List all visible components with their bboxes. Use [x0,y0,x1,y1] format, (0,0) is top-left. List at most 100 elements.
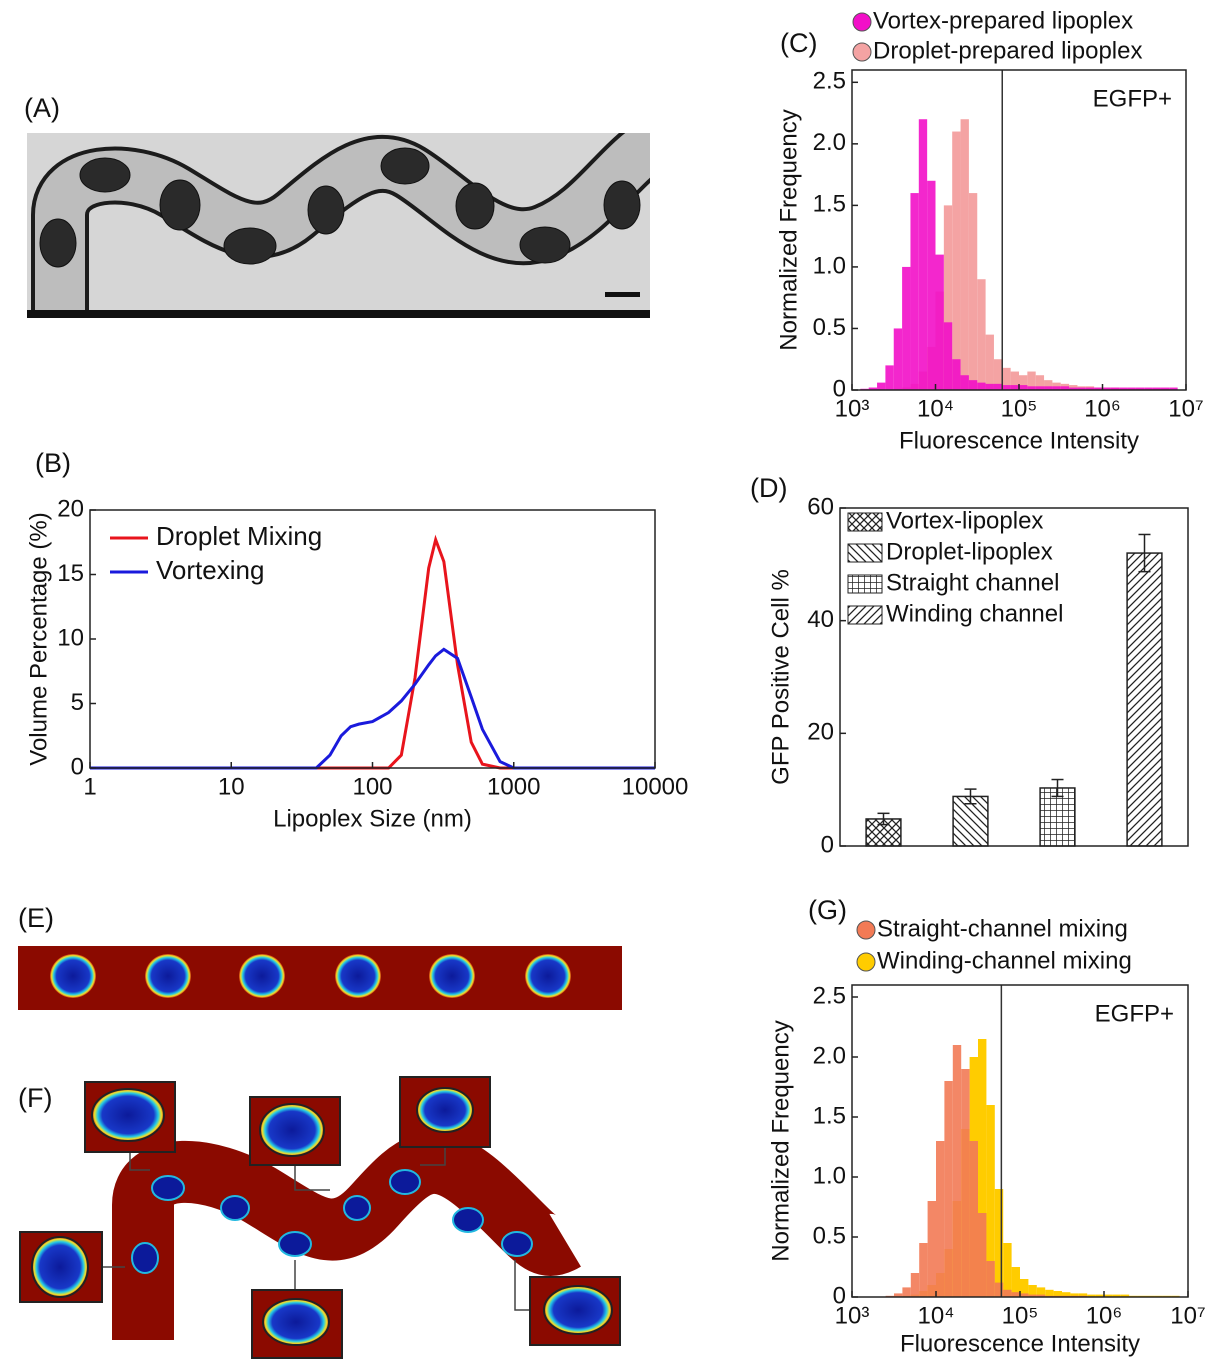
histogram-bar [1085,387,1095,390]
bar [1039,787,1076,847]
histogram-bar [994,1189,1004,1297]
x-axis-title: Lipoplex Size (nm) [273,805,472,832]
legend-swatch [856,920,876,940]
histogram-bar [1160,387,1170,390]
histogram-bar [1169,387,1178,390]
histogram-bar [1135,387,1145,390]
histogram-bar [1020,1293,1029,1297]
panel-label: (E) [18,903,54,933]
y-tick-label: 2.0 [813,129,846,156]
simulation-straight [18,946,622,1010]
histogram-bar [960,119,969,390]
histogram-bar [977,382,986,390]
x-tick-label: 10⁴ [917,395,954,422]
histogram-bar [1144,387,1153,390]
y-tick-label: 1.0 [813,1162,846,1189]
histogram-bar [977,279,986,390]
y-tick-label: 10 [57,624,84,651]
histogram-bar [993,383,1003,390]
x-axis-title: Fluorescence Intensity [899,427,1139,454]
y-tick-label: 5 [71,689,84,716]
histogram-bar [961,1069,970,1297]
histogram-bar [1003,1289,1012,1297]
legend-swatch [847,512,883,532]
histogram-bar [968,380,978,390]
histogram-bar [1104,1294,1113,1297]
histogram-bar [993,359,1003,390]
y-tick-label: 2.0 [813,1042,846,1069]
x-tick-label: 1000 [487,773,540,800]
legend-label: Droplet-prepared lipoplex [873,37,1142,64]
histogram-bar [952,1045,962,1297]
panel-label: (F) [18,1083,52,1113]
histogram-bar [910,193,919,390]
y-tick-label: 0 [833,375,846,402]
panel-label: (B) [35,448,71,478]
histogram-bar [1152,387,1161,390]
x-tick-label: 10⁶ [1086,1302,1123,1329]
y-tick-label: 60 [807,493,834,520]
panel-label: (G) [808,895,847,925]
panel-label: (C) [780,28,817,58]
histogram-bar [1020,1279,1029,1297]
bar [1126,552,1163,847]
x-tick-label: 10⁴ [917,1302,954,1329]
x-tick-label: 10⁷ [1168,395,1203,422]
y-axis-title: Normalized Frequency [767,1020,794,1261]
legend-swatch [852,42,872,62]
histogram-bar [978,1039,987,1297]
histogram-bar [1036,1287,1046,1297]
histogram-bar [1102,387,1111,390]
legend-swatch [847,605,883,625]
histogram-bar [1070,1293,1079,1297]
plot-frame [839,507,1189,847]
histogram-bar [893,328,903,390]
histogram-bar [985,334,994,390]
histogram-bar [1078,1293,1088,1297]
panel-label: (A) [24,93,60,123]
x-tick-label: 10⁵ [1002,1302,1039,1329]
histogram-bar [994,1282,1004,1297]
legend-label: Vortex-prepared lipoplex [873,7,1133,34]
x-tick-label: 100 [352,773,392,800]
y-tick-label: 0 [71,753,84,780]
legend-label: Winding-channel mixing [877,947,1132,974]
x-axis-title: Fluorescence Intensity [900,1330,1140,1357]
histogram-bar [944,1081,953,1297]
histogram-bar [918,119,928,390]
legend-label: Winding channel [886,600,1063,627]
histogram-bar [885,365,894,390]
histogram-bar [1127,387,1136,390]
histogram-bar [1028,1285,1037,1297]
y-tick-label: 1.5 [813,191,846,218]
histogram-bar [1112,1294,1121,1297]
annotation: EGFP+ [1093,85,1172,112]
histogram-bar [1044,386,1053,390]
histogram-bar [935,254,944,390]
histogram-bar [1035,386,1045,390]
histogram-bar [910,1273,920,1297]
histogram-bar [936,1141,945,1297]
legend-label: Vortex-lipoplex [886,507,1043,534]
legend-label: Droplet-lipoplex [886,538,1053,565]
y-tick-label: 2.5 [813,982,846,1009]
histogram-bar [1002,367,1011,390]
y-tick-label: 0.5 [813,314,846,341]
histogram-bar [1002,385,1011,390]
histogram-bar [893,1293,903,1297]
histogram-bar [968,193,978,390]
histogram-bar [1095,1294,1104,1297]
histogram-bar [986,1261,995,1297]
y-axis-title: Volume Percentage (%) [25,512,52,765]
histogram-bar [1077,387,1086,390]
histogram-bar [1027,371,1036,390]
y-tick-label: 0 [821,831,834,858]
y-tick-label: 1.5 [813,1102,846,1129]
histogram-bar [1087,1294,1096,1297]
x-tick-label: 10000 [622,773,689,800]
y-tick-label: 15 [57,560,84,587]
legend-swatch [852,12,872,32]
histogram-bar [1120,1294,1130,1297]
histogram-bar [919,1243,928,1297]
